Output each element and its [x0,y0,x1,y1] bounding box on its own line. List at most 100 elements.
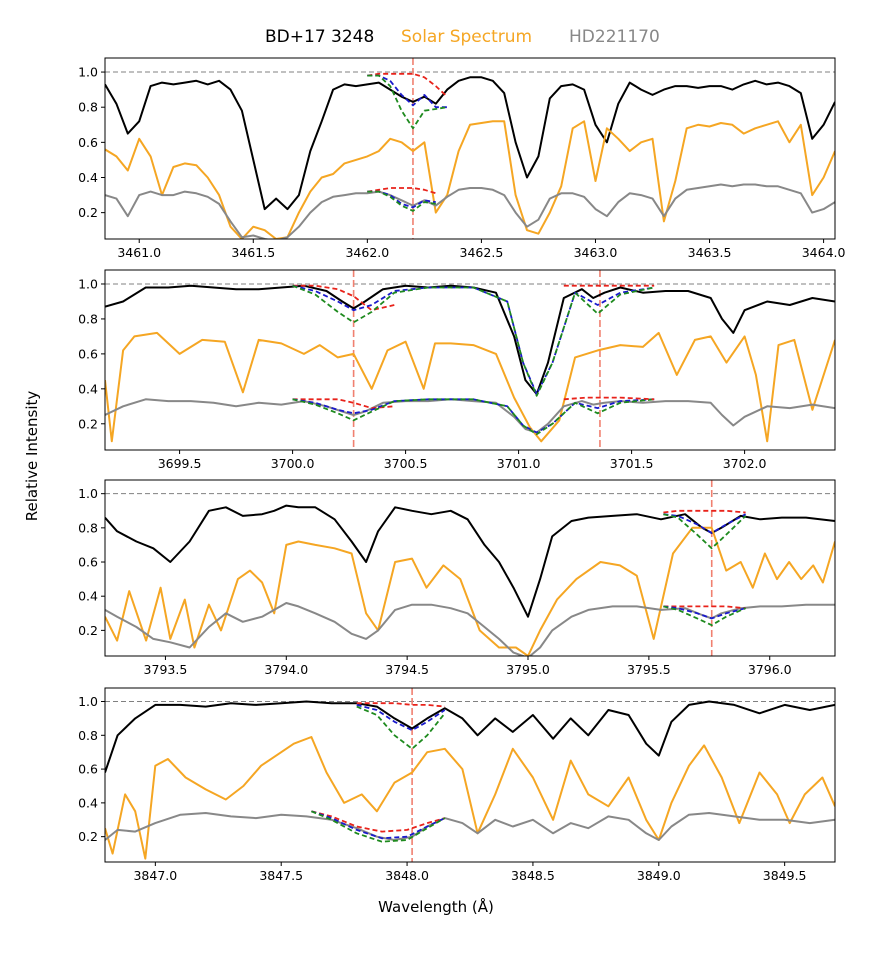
model-fit-fit-green-bottom [367,190,436,212]
x-tick-label: 3461.0 [117,245,161,260]
model-fit-fit-red-1-bottom [292,398,395,409]
model-fit-fit-green-1-bottom [292,398,655,436]
legend-item-solar: Solar Spectrum [401,27,532,47]
y-tick-label: 0.2 [78,205,98,220]
legend: BD+17 3248 Solar Spectrum HD221170 [265,27,660,47]
x-tick-label: 3847.5 [259,868,303,883]
panel-frame [104,479,836,657]
spectrum-line-hd221170 [105,398,835,434]
panel-frame [104,687,836,863]
spectrum-line-solar-spectrum [105,331,835,443]
model-fit-fit-blue-bottom [663,605,746,620]
model-fit-fit-green-1-top [292,284,655,397]
plot-area [105,58,835,239]
y-tick-label: 0.8 [78,311,98,326]
spectrum-line-solar-spectrum [105,120,835,239]
x-tick-label: 3462.5 [460,245,504,260]
model-fit-fit-blue-top [367,74,448,109]
model-fit-fit-blue-top [663,513,747,534]
x-tick-label: 3794.0 [264,662,308,677]
x-tick-label: 3848.0 [385,868,429,883]
x-tick-label: 3464.0 [802,245,846,260]
model-fit-fit-red-2-bottom [563,396,655,401]
panel-frame [104,57,836,240]
plot-area [105,270,835,450]
model-fit-fit-blue-1-bottom [292,398,655,434]
spectrum-line-bd-17-3248 [105,700,835,773]
y-tick-label: 0.4 [78,381,98,396]
y-tick-label: 0.4 [78,170,98,185]
model-fit-fit-blue-top [356,704,446,732]
plot-area [105,688,835,862]
x-tick-label: 3462.0 [345,245,389,260]
spectrum-panel-3: 0.2 0.4 0.6 0.8 1.0 3793.5 3794.0 3794.5 3795.0 3… [78,479,836,677]
panels: 0.2 0.4 0.6 0.8 1.0 3461.0 3461.5 3462.0 3462.5 3… [78,57,846,883]
x-tick-label: 3849.5 [763,868,807,883]
model-fit-fit-red-top [356,702,445,708]
spectrum-line-bd-17-3248 [105,504,835,618]
spectrum-line-hd221170 [105,602,835,656]
spectrum-line-solar-spectrum [105,736,835,860]
model-fit-fit-green-top [356,705,446,750]
spectrum-line-bd-17-3248 [105,284,835,396]
spectrum-panel-4: 0.2 0.4 0.6 0.8 1.0 3847.0 3847.5 3848.0 3848.5 3… [78,687,836,883]
x-tick-label: 3463.5 [688,245,732,260]
y-tick-label: 0.2 [78,829,98,844]
y-tick-label: 0.2 [78,623,98,638]
model-fit-fit-green-top [367,74,448,130]
x-tick-label: 3701.5 [610,456,654,471]
x-tick-label: 3699.5 [158,456,202,471]
model-fit-fit-green-bottom [311,810,446,843]
model-fit-fit-blue-bottom [311,810,446,840]
x-tick-label: 3461.5 [231,245,275,260]
x-tick-label: 3794.5 [385,662,429,677]
x-tick-label: 3795.5 [627,662,671,677]
spectrum-line-solar-spectrum [105,526,835,656]
y-tick-label: 0.6 [78,762,98,777]
x-tick-label: 3701.0 [497,456,541,471]
y-tick-label: 0.2 [78,416,98,431]
y-tick-label: 1.0 [78,694,98,709]
spectrum-line-hd221170 [105,812,835,841]
y-tick-label: 0.6 [78,555,98,570]
x-axis-title: Wavelength (Å) [378,897,494,916]
y-tick-label: 1.0 [78,486,98,501]
x-tick-label: 3848.5 [511,868,555,883]
x-tick-label: 3700.0 [271,456,315,471]
y-tick-label: 0.4 [78,795,98,810]
model-fit-fit-red-top [663,509,746,514]
x-tick-label: 3700.5 [384,456,428,471]
y-tick-label: 1.0 [78,276,98,291]
x-tick-label: 3793.5 [144,662,188,677]
x-tick-label: 3796.0 [748,662,792,677]
y-tick-label: 0.8 [78,100,98,115]
legend-item-bd: BD+17 3248 [265,27,374,47]
spectrum-panel-1: 0.2 0.4 0.6 0.8 1.0 3461.0 3461.5 3462.0 3462.5 3… [78,57,846,260]
y-tick-label: 0.6 [78,346,98,361]
model-fit-fit-red-bottom [367,187,437,195]
model-fit-fit-red-bottom [311,810,446,833]
model-fit-fit-red-top [367,72,448,98]
x-tick-label: 3849.0 [637,868,681,883]
x-tick-label: 3847.0 [133,868,177,883]
y-tick-label: 0.6 [78,135,98,150]
y-axis-title: Relative Intensity [23,391,41,522]
x-tick-label: 3463.0 [574,245,618,260]
y-tick-label: 0.4 [78,589,98,604]
plot-area [105,480,835,656]
spectrum-line-bd-17-3248 [105,76,835,211]
y-tick-label: 0.8 [78,520,98,535]
y-tick-label: 0.8 [78,728,98,743]
y-tick-label: 1.0 [78,65,98,80]
model-fit-fit-red-1-top [292,284,395,312]
spectrum-line-hd221170 [105,183,835,239]
legend-item-hd: HD221170 [569,27,660,47]
spectrum-panel-2: 0.2 0.4 0.6 0.8 1.0 3699.5 3700.0 3700.5 3701.0 3… [78,269,836,471]
model-fit-fit-green-bottom [663,605,746,627]
panel-frame [104,269,836,451]
x-tick-label: 3795.0 [506,662,550,677]
model-fit-fit-green-top [663,513,747,550]
model-fit-fit-red-bottom [663,605,746,610]
x-tick-label: 3702.0 [723,456,767,471]
